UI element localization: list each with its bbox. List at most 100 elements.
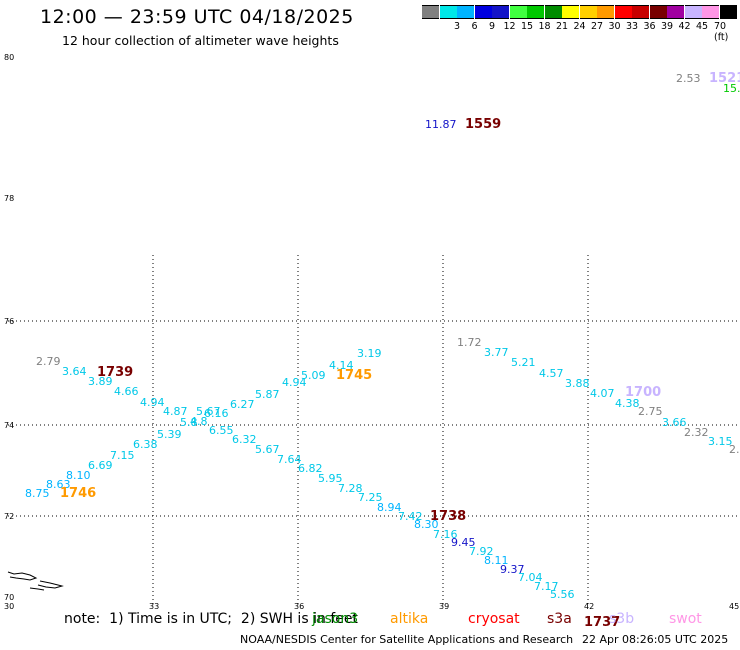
legend-swatch: [527, 5, 544, 19]
satellite-s3b: s3b: [609, 611, 635, 627]
sounding-value: 8.11: [484, 554, 509, 567]
latitude-label: 78: [4, 194, 14, 203]
sounding-value: 3.19: [357, 347, 382, 360]
sounding-value: 2.79: [36, 355, 61, 368]
sounding-value: 7.16: [433, 528, 458, 541]
sounding-value: 5.8: [180, 416, 198, 429]
longitude-label: 36: [294, 602, 304, 611]
legend-swatch: [614, 5, 632, 19]
legend-swatch: [684, 5, 702, 19]
sounding-value: 9.45: [451, 536, 476, 549]
sounding-value: 2.: [729, 443, 740, 456]
sounding-value: 5.67: [255, 443, 280, 456]
legend-swatch: [544, 5, 562, 19]
legend-tick-label: 27: [590, 21, 604, 32]
longitude-label: 30: [4, 602, 14, 611]
sounding-value: 7.42: [398, 510, 423, 523]
legend-swatch: [474, 5, 492, 19]
legend-swatch: [702, 5, 719, 19]
legend-swatch: [719, 5, 737, 19]
sounding-value: 9.37: [500, 563, 525, 576]
sounding-value: 8.63: [46, 478, 71, 491]
sounding-value: 4.87: [163, 405, 188, 418]
sounding-value: 1737: [584, 615, 620, 630]
sounding-value: 7.64: [277, 453, 302, 466]
sounding-value: 5.87: [255, 388, 280, 401]
altimeter-soundings: 2.53 152115. 11.87 1559 2.793.64 17393.894.66…: [25, 71, 740, 630]
sounding-value: 3.77: [484, 346, 509, 359]
sounding-value: 3.66: [662, 416, 687, 429]
satellite-altika: altika: [390, 611, 429, 627]
legend-swatch: [597, 5, 614, 19]
sounding-value: 4.94: [282, 376, 307, 389]
sounding-value: 1746: [60, 486, 96, 501]
sounding-value: 15.: [723, 82, 740, 95]
sounding-value: 1739: [97, 365, 133, 380]
coastline: [7, 571, 64, 591]
sounding-value: 6.32: [232, 433, 257, 446]
sounding-value: 3.15: [708, 435, 733, 448]
legend-tick-label: 9: [488, 21, 496, 32]
latitude-label: 74: [4, 421, 14, 430]
sounding-value: 4.8: [190, 415, 208, 428]
sounding-value: 3.88: [565, 377, 590, 390]
legend-swatch: [632, 5, 649, 19]
sounding-value: 8.10: [66, 469, 91, 482]
lat-lon-grid: [8, 255, 740, 604]
legend-tick-label: 45: [695, 21, 709, 32]
legend-tick-label: 30: [608, 21, 621, 32]
sounding-value: 6.69: [88, 459, 113, 472]
longitude-label: 45: [729, 602, 739, 611]
sounding-value: 7.15: [110, 449, 135, 462]
sounding-value: 7.28: [338, 482, 363, 495]
sounding-value: 3.64: [62, 365, 87, 378]
axis-labels: 70 72 74 76 78 80 30 33 36 39 42 45: [4, 53, 739, 611]
sounding-value: 6.82: [298, 462, 323, 475]
latitude-label: 70: [4, 593, 14, 602]
page-subtitle: 12 hour collection of altimeter wave hei…: [62, 33, 339, 48]
credit-organization: NOAA/NESDIS Center for Satellite Applica…: [240, 633, 574, 646]
sounding-value: 4.57: [539, 367, 564, 380]
sounding-value: 6.55: [209, 424, 234, 437]
sounding-value: 5.95: [318, 472, 343, 485]
satellite-cryosat: cryosat: [468, 611, 520, 627]
sounding-value: 7.92: [469, 545, 494, 558]
sounding-value: 8.30: [414, 518, 439, 531]
sounding-value: 4.38: [615, 397, 640, 410]
sounding-value: 5.21: [511, 356, 536, 369]
legend-swatch: [579, 5, 597, 19]
sounding-value: 7.25: [358, 491, 383, 504]
legend-swatch: [667, 5, 684, 19]
legend-tick-label: 39: [660, 21, 674, 32]
latitude-label: 76: [4, 317, 14, 326]
sounding-value: 7.17: [534, 580, 559, 593]
sounding-value: 1745: [336, 368, 372, 383]
footnote: note: 1) Time is in UTC; 2) SWH is in fe…: [64, 611, 358, 627]
sounding-value: 5.09: [301, 369, 326, 382]
legend-tick-label: 3: [453, 21, 461, 32]
sounding-value: 6.38: [133, 438, 158, 451]
legend-tick-label: 18: [538, 21, 551, 32]
sounding-value: 1559: [465, 117, 501, 132]
sounding-value: 5.67: [196, 405, 221, 418]
legend-swatch: [457, 5, 474, 19]
svalbard-coastline: [7, 571, 64, 591]
sounding-value: 5.39: [157, 428, 182, 441]
legend-swatch: [439, 5, 457, 19]
sounding-value: 6.27: [230, 398, 255, 411]
sounding-value: 2.75: [638, 405, 663, 418]
legend-unit-label: 70 (ft): [714, 21, 729, 43]
sounding-value: 3.89: [88, 375, 113, 388]
sounding-value: 11.87: [425, 118, 457, 131]
legend-swatch: [492, 5, 509, 19]
sounding-value: 8.75: [25, 487, 50, 500]
legend-swatch: [649, 5, 667, 19]
legend-tick-label: 6: [471, 21, 478, 32]
sounding-value: 4.07: [590, 387, 615, 400]
sounding-value: 1700: [625, 385, 661, 400]
sounding-value: 2.32: [684, 426, 709, 439]
latitude-label: 80: [4, 53, 14, 62]
sounding-value: 5.56: [550, 588, 575, 601]
